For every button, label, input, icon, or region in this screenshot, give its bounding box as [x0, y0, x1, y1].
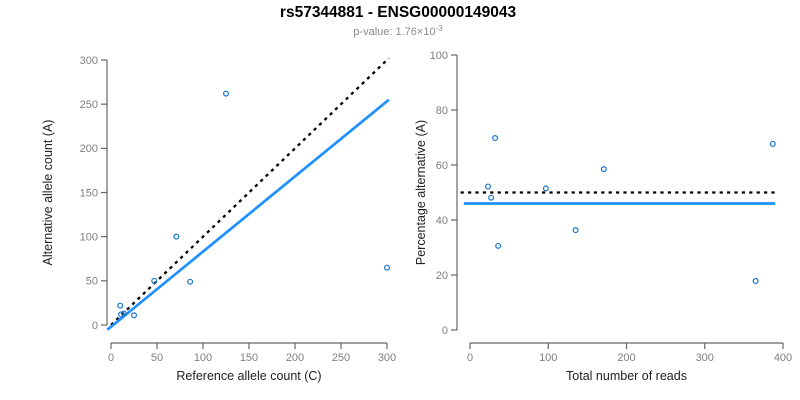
y-axis-title: Percentage alternative (A) [414, 120, 428, 265]
x-tick-label: 150 [240, 352, 258, 364]
data-point [769, 140, 776, 147]
data-point [384, 264, 391, 271]
x-tick-label: 250 [332, 352, 350, 364]
y-tick-label: 300 [80, 55, 98, 67]
y-tick-label: 60 [436, 160, 448, 172]
x-tick-label: 200 [617, 352, 635, 364]
figure-subtitle: p-value: 1.76×10-3 [0, 24, 796, 38]
figure-title: rs57344881 - ENSG00000149043 [279, 4, 517, 21]
data-point [600, 166, 607, 173]
x-tick-label: 200 [286, 352, 304, 364]
x-tick-label: 0 [108, 352, 114, 364]
data-point [752, 278, 759, 285]
data-point [542, 185, 549, 192]
x-tick-label: 400 [774, 352, 792, 364]
data-point [118, 311, 125, 318]
x-axis-title: Reference allele count (C) [176, 369, 321, 383]
data-point [488, 194, 495, 201]
y-tick-label: 100 [430, 50, 448, 62]
y-tick-label: 200 [80, 143, 98, 155]
y-tick-label: 40 [436, 215, 448, 227]
x-axis-title: Total number of reads [566, 369, 687, 383]
data-point [492, 135, 499, 142]
x-tick-label: 300 [696, 352, 714, 364]
y-tick-label: 150 [80, 187, 98, 199]
data-point [117, 302, 124, 309]
data-point [484, 183, 491, 190]
x-tick-label: 0 [467, 352, 473, 364]
y-axis-title: Alternative allele count (A) [41, 120, 55, 266]
y-tick-label: 0 [442, 325, 448, 337]
fitted-line [106, 98, 390, 331]
data-point [223, 90, 230, 97]
p-value-exponent: -3 [435, 24, 443, 33]
x-tick-label: 300 [378, 352, 396, 364]
y-tick-label: 100 [80, 231, 98, 243]
data-point [120, 310, 127, 317]
y-tick-label: 50 [86, 276, 98, 288]
expected-50-50-line [110, 57, 390, 326]
y-tick-label: 250 [80, 99, 98, 111]
data-point [173, 233, 180, 240]
data-point [572, 227, 579, 234]
data-point [187, 278, 194, 285]
data-point [131, 312, 138, 319]
x-tick-label: 100 [539, 352, 557, 364]
x-tick-label: 50 [151, 352, 163, 364]
y-tick-label: 0 [92, 320, 98, 332]
p-value-text: p-value: 1.76×10 [353, 26, 436, 38]
data-point [151, 277, 158, 284]
data-point [495, 242, 502, 249]
x-tick-label: 100 [194, 352, 212, 364]
y-tick-label: 80 [436, 105, 448, 117]
y-tick-label: 20 [436, 270, 448, 282]
